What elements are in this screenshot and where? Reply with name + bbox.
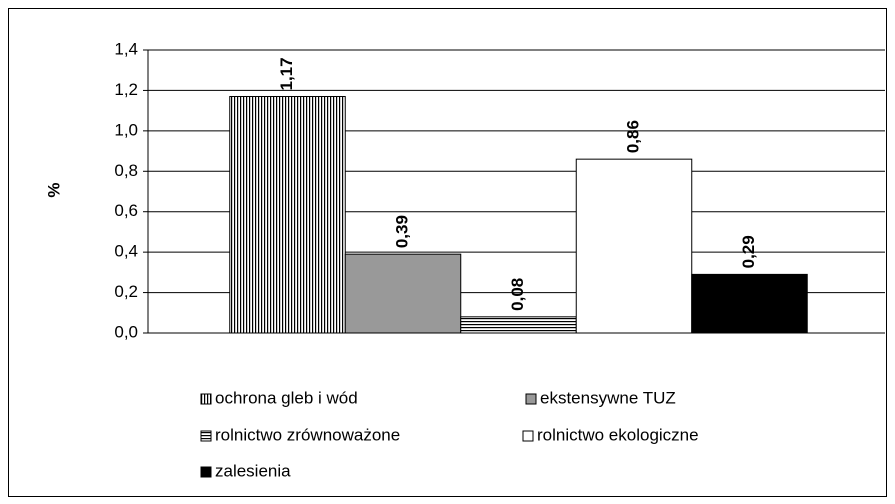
bar <box>344 253 462 334</box>
legend-swatch <box>525 393 537 405</box>
value-label: 0,39 <box>392 215 411 248</box>
value-label: 0,86 <box>623 120 642 153</box>
y-axis-label: % <box>44 182 63 197</box>
y-tick-label: 1,4 <box>114 39 138 58</box>
legend-swatch <box>200 466 212 478</box>
y-tick-label: 1,0 <box>114 120 138 139</box>
y-tick-label: 0,2 <box>114 282 138 301</box>
y-tick-label: 0,0 <box>114 322 138 341</box>
bar <box>575 158 693 334</box>
legend-label: rolnictwo ekologiczne <box>537 425 699 444</box>
legend-label: ochrona gleb i wód <box>215 388 358 407</box>
y-tick-label: 0,6 <box>114 201 138 220</box>
legend-swatch <box>200 430 212 442</box>
value-label: 0,29 <box>739 235 758 268</box>
bar <box>460 316 577 334</box>
legend-swatch <box>200 393 212 405</box>
legend-label: rolnictwo zrównoważone <box>215 425 400 444</box>
legend-swatch <box>522 430 534 442</box>
y-tick-label: 0,4 <box>114 242 138 261</box>
y-tick-label: 1,2 <box>114 80 138 99</box>
legend-label: zalesienia <box>215 461 291 480</box>
bar <box>691 273 808 334</box>
y-tick-label: 0,8 <box>114 161 138 180</box>
legend-label: ekstensywne TUZ <box>540 388 676 407</box>
bar <box>229 95 346 334</box>
value-label: 1,17 <box>277 57 296 90</box>
value-label: 0,08 <box>508 278 527 311</box>
